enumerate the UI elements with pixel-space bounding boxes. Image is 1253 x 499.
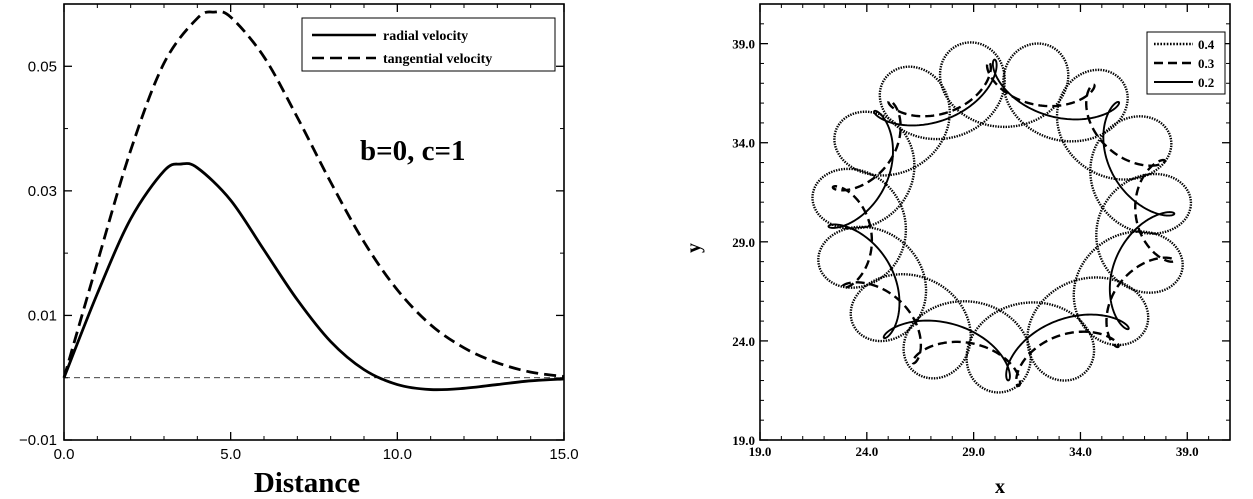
x-tick-label: 10.0 — [383, 446, 412, 463]
velocity-legend: radial velocity tangential velocity — [301, 17, 556, 72]
legend-label-04: 0.4 — [1198, 37, 1215, 52]
y-tick-label: 19.0 — [732, 433, 755, 448]
y-tick-label: 34.0 — [732, 136, 755, 151]
y-axis-title-y: y — [683, 243, 705, 253]
parameter-annotation: b=0, c=1 — [360, 135, 466, 167]
x-tick-label: 39.0 — [1176, 444, 1199, 459]
legend-label-03: 0.3 — [1198, 56, 1215, 71]
x-tick-label: 19.0 — [749, 444, 772, 459]
x-tick-label: 34.0 — [1069, 444, 1092, 459]
trajectory-series — [811, 41, 1193, 394]
x-tick-label: 0.0 — [54, 446, 75, 463]
y-tick-label: 29.0 — [732, 235, 755, 250]
x-tick-label: 24.0 — [855, 444, 878, 459]
legend-label-tangential: tangential velocity — [383, 52, 492, 67]
y-tick-label: 0.05 — [28, 58, 57, 75]
x-axis-title-x: x — [995, 476, 1005, 498]
y-tick-label: −0.01 — [19, 432, 57, 449]
x-tick-label: 15.0 — [549, 446, 578, 463]
velocity-axes: 0.0 5.0 10.0 15.0 −0.01 0.01 0.03 0.05 — [19, 3, 579, 463]
x-tick-label: 29.0 — [962, 444, 985, 459]
y-tick-label: 24.0 — [732, 334, 755, 349]
velocity-chart: 0.0 5.0 10.0 15.0 −0.01 0.01 0.03 0.05 radial v… — [19, 3, 579, 499]
series-line-radial-velocity — [62, 162, 565, 392]
legend-label-02: 0.2 — [1198, 75, 1214, 90]
trajectory-line-0-3 — [831, 60, 1176, 388]
trajectory-line-0-4 — [811, 41, 1193, 394]
velocity-series — [62, 10, 565, 392]
y-tick-label: 39.0 — [732, 37, 755, 52]
y-tick-label: 0.01 — [28, 307, 57, 324]
x-axis-title-distance: Distance — [254, 467, 360, 499]
trajectory-line-0-2 — [827, 58, 1176, 382]
legend-label-radial: radial velocity — [383, 29, 468, 44]
velocity-plot-frame — [63, 3, 565, 441]
trajectory-axes: 19.0 24.0 29.0 34.0 39.0 19.0 24.0 29.0 34.0 39.0 — [732, 3, 1231, 459]
trajectory-chart: 19.0 24.0 29.0 34.0 39.0 19.0 24.0 29.0 34.0 39.0… — [683, 3, 1231, 498]
velocity-legend-box — [301, 17, 556, 72]
series-line-tangential-velocity — [62, 10, 565, 379]
trajectory-legend: 0.4 0.3 0.2 — [1146, 31, 1226, 95]
x-tick-label: 5.0 — [220, 446, 241, 463]
y-tick-label: 0.03 — [28, 183, 57, 200]
